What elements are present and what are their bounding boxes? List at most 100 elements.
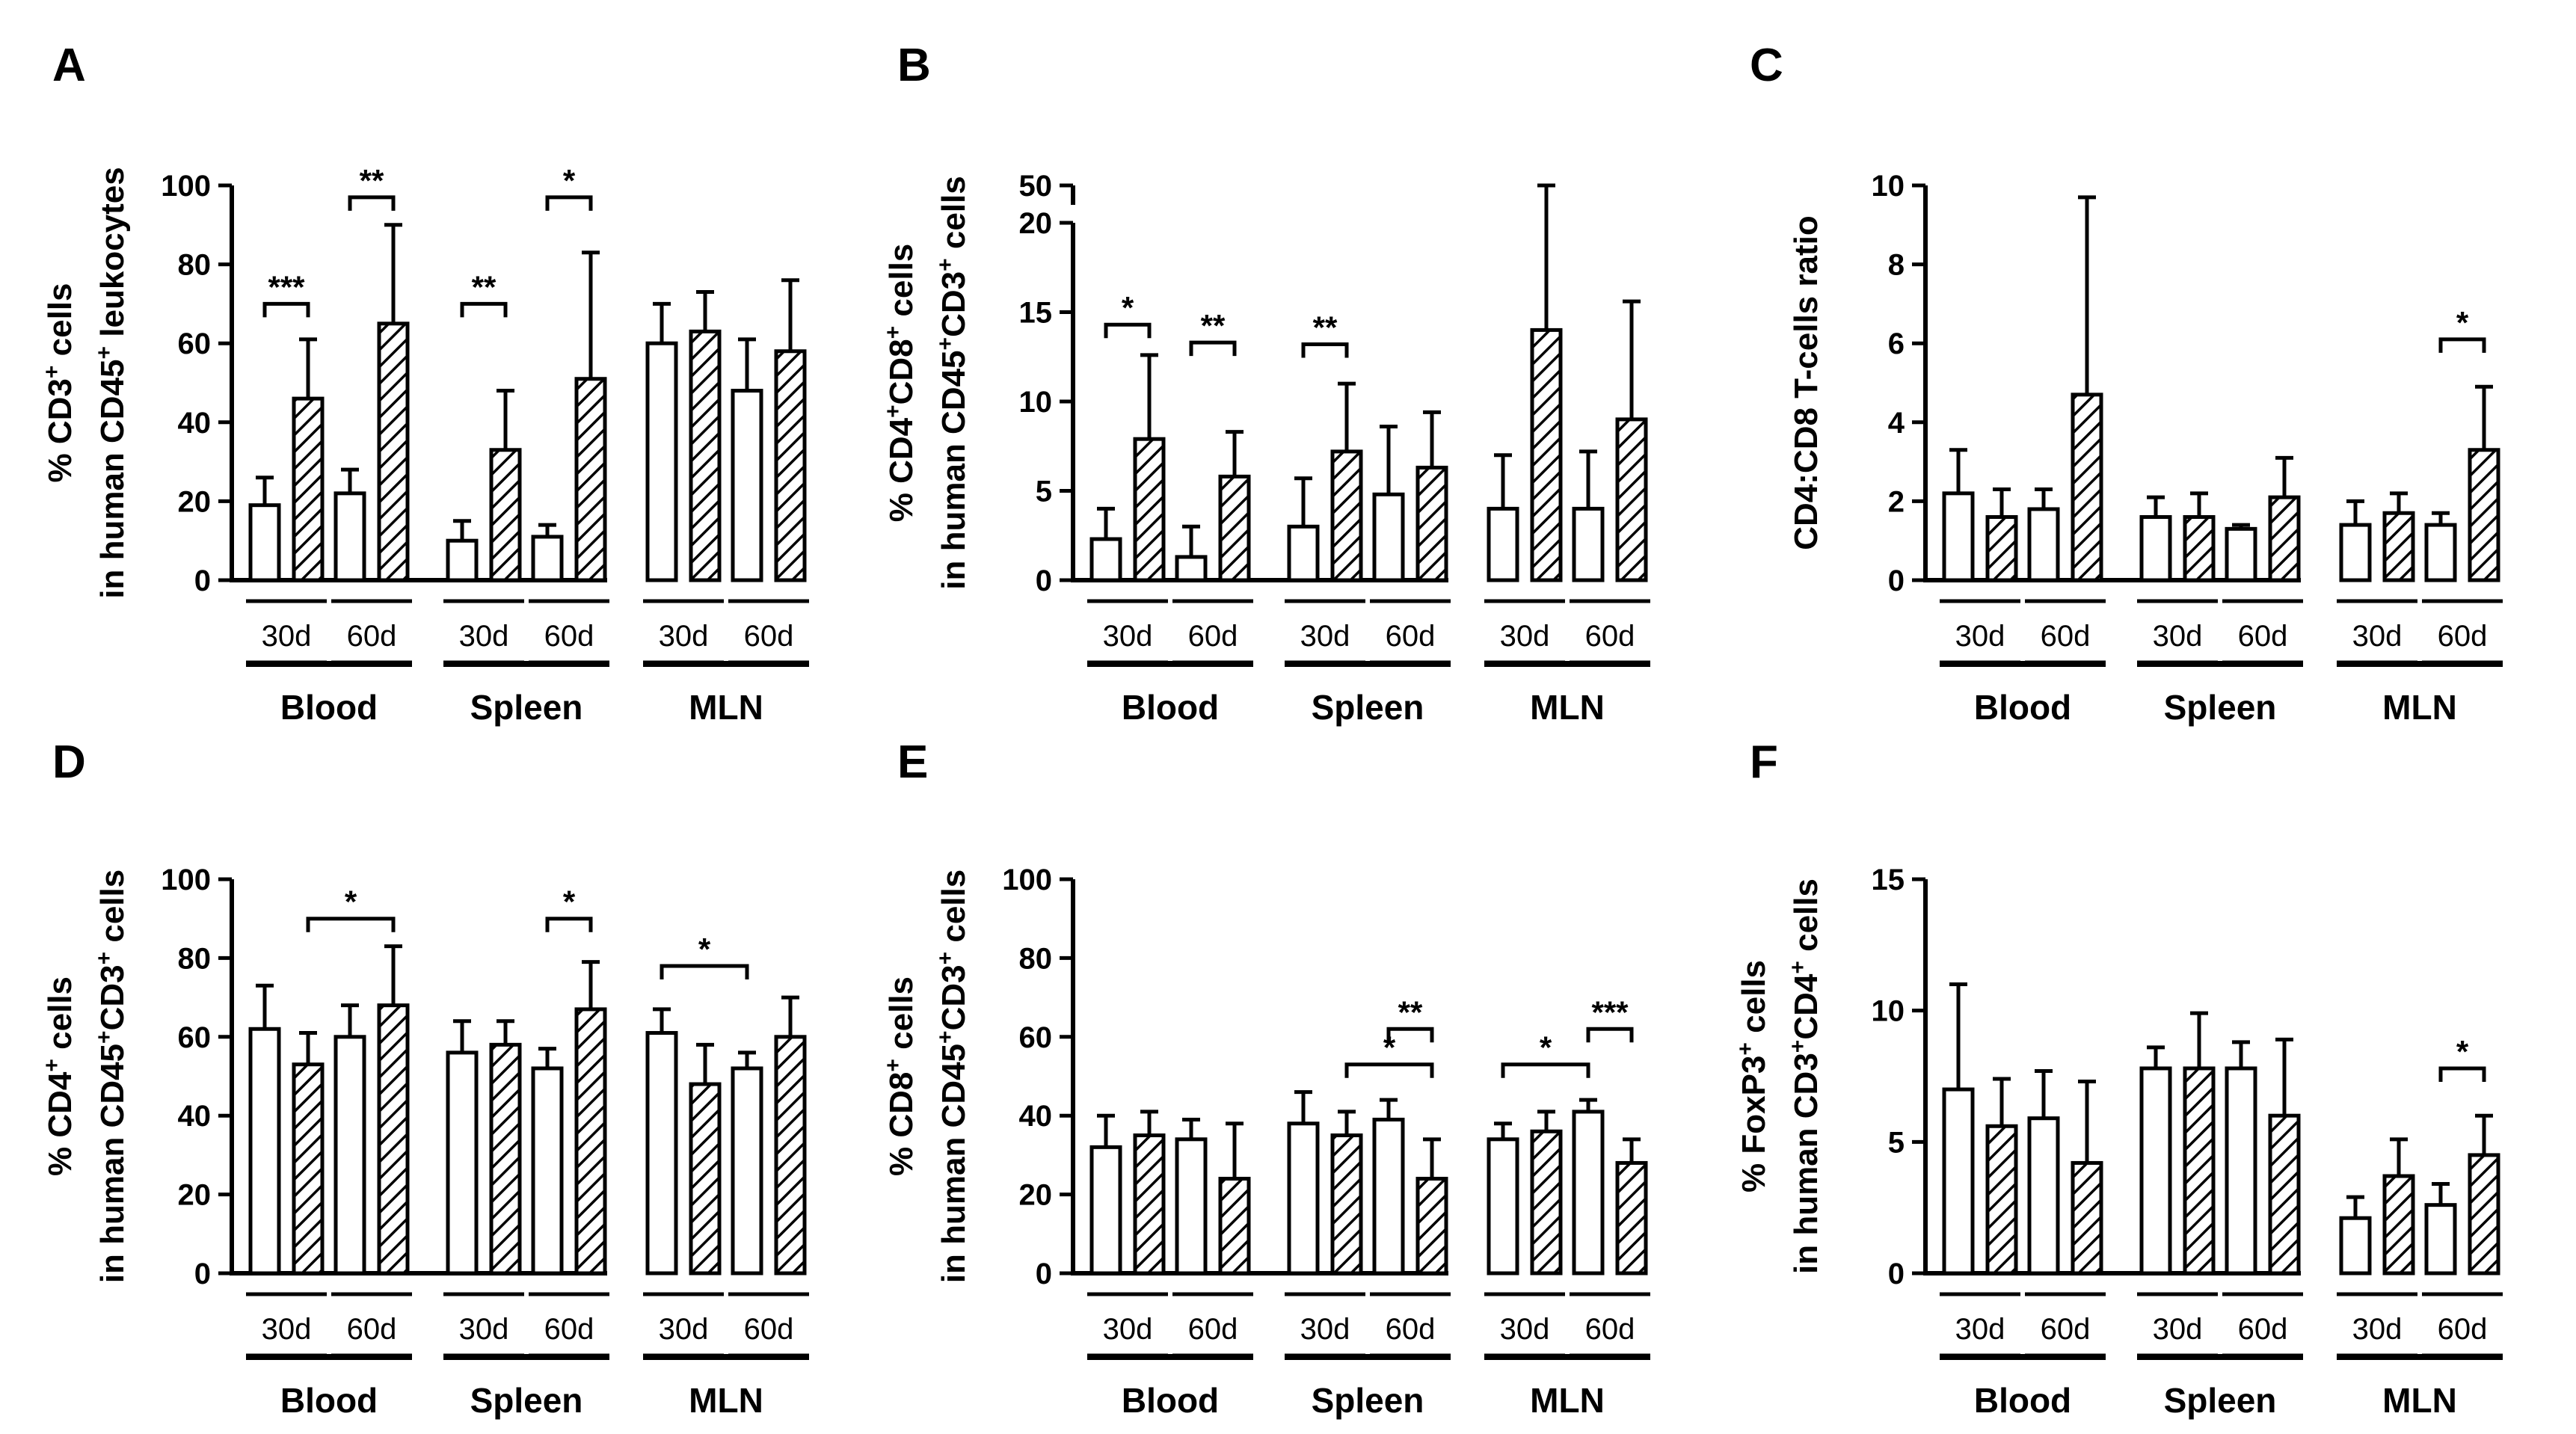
bar-spleen-30d-hatched	[2183, 1066, 2216, 1275]
category-label: Spleen	[2164, 688, 2277, 727]
significance-bracket	[660, 964, 749, 979]
bar-mln-60d-open	[1572, 506, 1605, 582]
bar-spleen-30d-open	[1287, 524, 1320, 582]
x-axis-labels: 30d 60d Blood 30d 60d Spleen 30d 60d MLN	[1940, 1292, 2503, 1420]
bar-blood-60d-hatched	[2071, 393, 2103, 582]
bar-spleen-60d-hatched	[574, 1007, 607, 1275]
bar-mln-60d-open	[1572, 1110, 1605, 1275]
timepoint-label: 60d	[2041, 620, 2091, 653]
y-tick-label: 6	[1888, 327, 1905, 360]
y-label-run: % FoxP3	[1736, 1056, 1772, 1193]
timepoint-label: 30d	[1955, 620, 2005, 653]
bar-spleen-30d-hatched	[489, 448, 522, 582]
bar-mln-30d-hatched	[2382, 1174, 2415, 1275]
bar-blood-60d-open	[333, 491, 366, 582]
significance-bracket	[545, 195, 593, 211]
y-tick-label: 40	[178, 1100, 212, 1133]
panel-label: F	[1750, 736, 1778, 788]
y-label-superscript: +	[933, 952, 958, 965]
bar-mln-60d-open	[731, 1066, 763, 1275]
significance-stars: *	[2456, 1034, 2469, 1069]
significance-bracket	[1344, 1062, 1434, 1078]
y-label-superscript: +	[92, 1030, 117, 1044]
bar-spleen-30d-hatched	[489, 1042, 522, 1275]
bar-mln-30d-open	[2339, 1216, 2372, 1275]
y-tick-label: 40	[1019, 1100, 1053, 1133]
bar-spleen-60d-hatched	[2268, 495, 2301, 582]
category-label: Spleen	[2164, 1381, 2277, 1420]
timepoint-label: 30d	[2352, 1313, 2403, 1346]
y-label-run: leukocytes	[94, 167, 131, 346]
significance-bracket	[460, 301, 508, 318]
significance: *** **	[1104, 290, 1349, 358]
y-label-superscript: +	[933, 337, 958, 351]
bar-mln-30d-hatched	[689, 1082, 722, 1275]
bar-blood-60d-hatched	[377, 321, 410, 582]
significance-bracket	[1189, 340, 1237, 357]
bar-spleen-60d-open	[531, 1066, 564, 1275]
timepoint-label: 30d	[2352, 620, 2403, 653]
bar-blood-60d-hatched	[2071, 1160, 2103, 1275]
bar-mln-30d-hatched	[1530, 1129, 1563, 1275]
bar-spleen-30d-open	[2139, 515, 2172, 582]
y-label-superscript: +	[40, 1059, 64, 1072]
y-axis-label: % CD3+ cells	[40, 283, 79, 483]
category-label: Blood	[1122, 688, 1219, 727]
panel-label: A	[52, 40, 86, 91]
bar-blood-60d-hatched	[1218, 1177, 1251, 1275]
timepoint-label: 30d	[659, 620, 709, 653]
timepoint-label: 60d	[347, 620, 397, 653]
timepoint-label: 30d	[2153, 1313, 2203, 1346]
bar-mln-30d-open	[645, 341, 678, 582]
bar-spleen-30d-open	[446, 1050, 479, 1275]
significance-bracket	[262, 301, 310, 318]
bar-mln-60d-hatched	[2468, 448, 2500, 582]
significance-bracket	[1386, 1027, 1434, 1043]
panel-label: E	[897, 736, 928, 788]
y-tick-label: 100	[1002, 864, 1052, 896]
significance-bracket	[1104, 322, 1152, 339]
timepoint-label: 30d	[1103, 620, 1153, 653]
bar-spleen-30d-open	[1287, 1121, 1320, 1275]
bar-blood-30d-open	[1942, 491, 1975, 582]
y-label-superscript: +	[933, 1030, 958, 1044]
bars	[1942, 982, 2500, 1275]
y-tick-label: 4	[1888, 407, 1905, 440]
timepoint-label: 60d	[1386, 620, 1436, 653]
significance-bracket	[1586, 1027, 1634, 1043]
y-tick-label: 20	[178, 485, 212, 518]
significance-stars: ***	[1591, 994, 1629, 1030]
timepoint-label: 30d	[2153, 620, 2203, 653]
timepoint-label: 30d	[1955, 1313, 2005, 1346]
timepoint-label: 60d	[347, 1313, 397, 1346]
timepoint-label: 60d	[2438, 1313, 2488, 1346]
bar-blood-30d-open	[248, 1027, 281, 1275]
timepoint-label: 30d	[262, 620, 312, 653]
category-label: Blood	[280, 1381, 378, 1420]
y-tick-label: 10	[1872, 995, 1905, 1028]
y-tick-label: 5	[1036, 476, 1052, 508]
category-label: Spleen	[1312, 1381, 1424, 1420]
bars	[1942, 195, 2500, 582]
category-label: MLN	[1530, 1381, 1605, 1420]
y-tick-label: 40	[178, 407, 212, 440]
y-label-run: % CD4	[42, 1071, 79, 1176]
bar-mln-30d-open	[1487, 1137, 1519, 1275]
y-tick-label: 100	[161, 170, 211, 203]
y-tick-label: 2	[1888, 485, 1905, 518]
timepoint-label: 60d	[1188, 620, 1238, 653]
significance-stars: **	[1398, 994, 1423, 1030]
category-label: Spleen	[1312, 688, 1424, 727]
bars	[1089, 1090, 1648, 1275]
y-label-run: % CD4	[883, 417, 920, 522]
y-label-superscript: +	[933, 258, 958, 271]
bars	[248, 223, 807, 582]
y-label-run: cells	[42, 283, 79, 366]
panel-label: C	[1750, 40, 1783, 91]
y-tick-label: 0	[1888, 1258, 1905, 1290]
timepoint-label: 30d	[1300, 1313, 1350, 1346]
category-label: MLN	[1530, 688, 1605, 727]
